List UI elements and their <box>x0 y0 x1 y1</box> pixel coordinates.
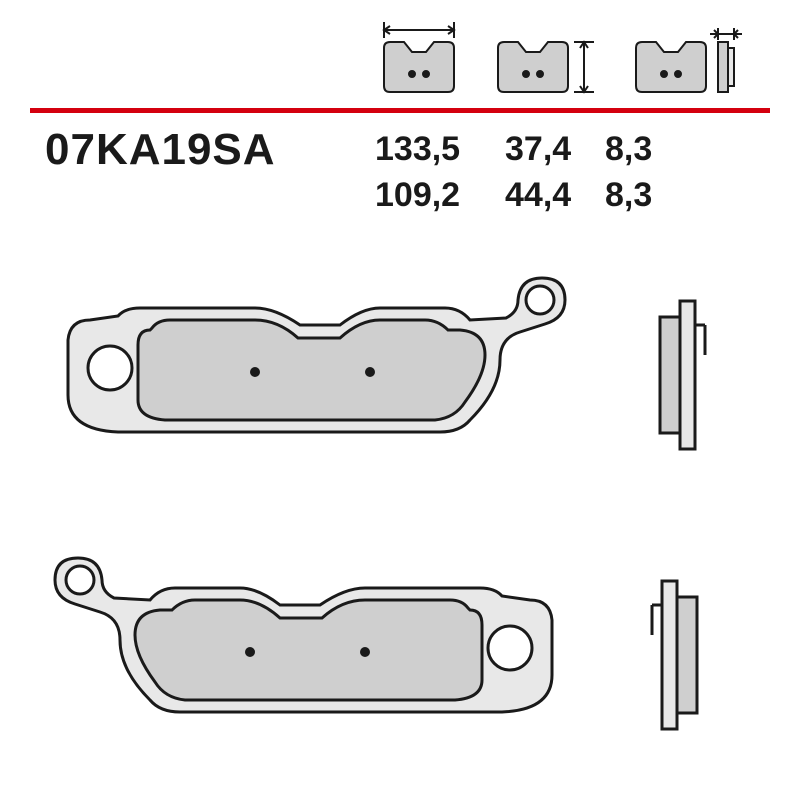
height-dimension-icon <box>494 18 604 96</box>
dim-width-2: 109,2 <box>375 173 505 219</box>
pad1-side-view <box>650 295 720 460</box>
dim-thickness-1: 8,3 <box>605 127 685 173</box>
brake-pad-drawings <box>40 240 760 800</box>
pad2-front-view <box>40 540 580 755</box>
width-dimension-icon <box>372 18 466 96</box>
part-number: 07KA19SA <box>45 125 375 175</box>
thickness-dimension-icon <box>632 18 752 96</box>
header-dimension-icons <box>372 18 752 96</box>
spec-row: 07KA19SA 133,5 37,4 8,3 109,2 44,4 8,3 <box>45 125 685 219</box>
pad-row-2 <box>40 520 760 770</box>
pad2-side-view <box>650 575 720 740</box>
red-divider-line <box>30 108 770 113</box>
dimension-table: 133,5 37,4 8,3 109,2 44,4 8,3 <box>375 127 685 219</box>
dim-height-2: 44,4 <box>505 173 605 219</box>
pad-row-1 <box>40 240 760 490</box>
pad1-front-view <box>40 260 580 475</box>
dim-thickness-2: 8,3 <box>605 173 685 219</box>
dim-height-1: 37,4 <box>505 127 605 173</box>
dim-width-1: 133,5 <box>375 127 505 173</box>
